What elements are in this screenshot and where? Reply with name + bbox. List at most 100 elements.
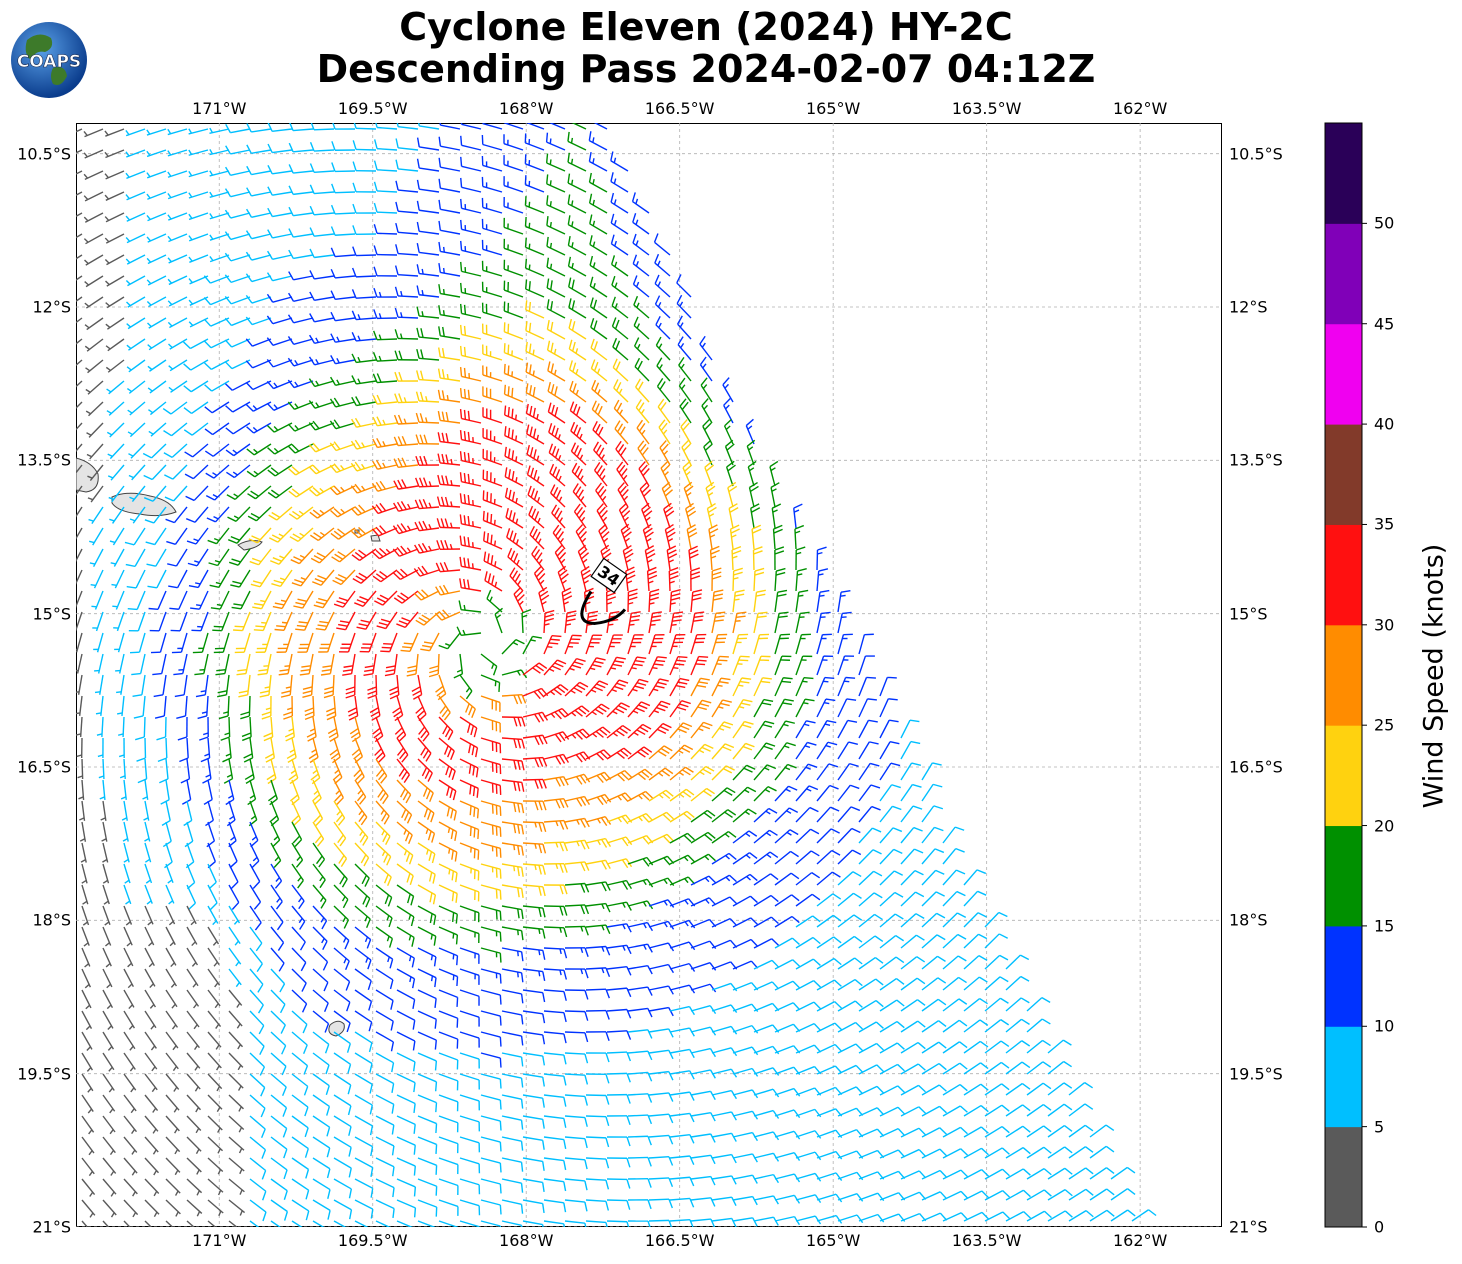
wind-barb	[329, 485, 356, 496]
wind-barb	[711, 787, 736, 802]
wind-barb	[438, 1199, 459, 1216]
wind-barb	[858, 719, 878, 739]
wind-barb	[635, 399, 650, 424]
wind-barb	[753, 1067, 780, 1076]
wind-barb	[482, 365, 503, 382]
wind-barb	[106, 380, 125, 395]
wind-barb	[774, 1173, 801, 1183]
wind-barb	[480, 1220, 502, 1227]
wind-barb	[245, 359, 272, 369]
wind-barb	[144, 884, 153, 905]
wind-barb	[372, 438, 398, 449]
wind-barb	[984, 1104, 1010, 1117]
wind-barb	[593, 462, 608, 487]
wind-barb	[302, 674, 314, 699]
wind-barb	[606, 1008, 632, 1019]
wind-barb	[417, 842, 436, 864]
wind-barb	[669, 611, 684, 634]
wind-barb	[690, 1090, 716, 1100]
wind-barb	[195, 674, 209, 698]
wind-barb	[585, 1073, 610, 1084]
wind-barb	[501, 947, 524, 962]
wind-barb	[688, 545, 699, 571]
wind-barb	[89, 548, 104, 567]
wind-barb	[83, 191, 104, 202]
wind-barb	[795, 1172, 822, 1182]
wind-barb	[308, 442, 335, 453]
wind-barb	[546, 299, 566, 319]
wind-barb	[753, 829, 778, 844]
wind-barb	[606, 1030, 632, 1040]
wind-barb	[543, 659, 567, 676]
wind-barb	[513, 586, 525, 613]
wind-barb	[352, 203, 377, 214]
wind-barb	[415, 434, 440, 445]
wind-barb	[837, 784, 860, 802]
wind-barb	[437, 474, 461, 487]
wind-barb	[606, 724, 632, 739]
wind-barb	[942, 847, 965, 865]
wind-barb	[900, 1020, 926, 1033]
wind-barb	[705, 481, 716, 508]
wind-barb	[167, 170, 188, 178]
wind-barb	[837, 935, 863, 949]
wind-barb	[395, 201, 419, 214]
wind-barb	[354, 1199, 374, 1219]
wind-barb	[460, 198, 482, 214]
wind-barb	[480, 800, 502, 816]
wind-barb	[503, 259, 524, 277]
wind-barb	[522, 947, 546, 960]
wind-barb	[699, 335, 713, 361]
wind-barb	[677, 336, 692, 361]
wind-barb	[288, 292, 314, 302]
wind-barb	[795, 698, 815, 718]
wind-barb	[564, 1199, 588, 1212]
wind-barb	[543, 707, 570, 720]
wind-barb	[246, 123, 272, 133]
wind-barb	[76, 128, 83, 133]
wind-barb	[288, 464, 314, 476]
wind-barb	[747, 460, 757, 487]
wind-barb	[266, 272, 293, 282]
wind-barb	[879, 1106, 906, 1117]
wind-barb	[396, 1178, 417, 1197]
wind-barb	[347, 695, 359, 721]
wind-barb	[76, 506, 83, 518]
wind-barb	[228, 548, 251, 566]
wind-barb	[648, 811, 674, 823]
wind-barb	[417, 1157, 438, 1175]
wind-barb	[816, 568, 829, 592]
wind-barb	[690, 1005, 717, 1015]
wind-barb	[568, 298, 587, 319]
wind-barb	[257, 653, 272, 676]
wind-barb	[942, 1105, 968, 1117]
wind-barb	[105, 296, 125, 309]
wind-barb	[567, 256, 587, 277]
wind-barb	[184, 443, 209, 458]
wind-barb	[543, 1052, 567, 1065]
wind-barb	[126, 317, 146, 330]
wind-barb	[627, 1007, 653, 1018]
wind-barb	[417, 863, 436, 884]
wind-barb	[543, 1115, 567, 1128]
wind-barb	[557, 565, 569, 592]
wind-barb	[352, 246, 377, 257]
wind-barb	[732, 1174, 758, 1184]
wind-barb	[669, 1027, 695, 1037]
wind-barb	[329, 463, 356, 474]
wind-barb	[375, 863, 392, 887]
wind-barb	[245, 273, 272, 283]
wind-barb	[460, 219, 482, 235]
wind-barb	[125, 233, 146, 244]
wind-barb	[732, 830, 758, 844]
wind-barb	[585, 815, 612, 826]
wind-barb	[102, 1010, 114, 1031]
wind-barb	[76, 695, 83, 716]
wind-barb	[795, 589, 809, 613]
wind-barb	[330, 527, 356, 540]
wind-barb	[312, 1010, 330, 1033]
wind-barb	[816, 1065, 843, 1075]
wind-barb	[312, 1178, 331, 1199]
wind-barb	[136, 737, 147, 762]
wind-barb	[375, 1136, 395, 1156]
